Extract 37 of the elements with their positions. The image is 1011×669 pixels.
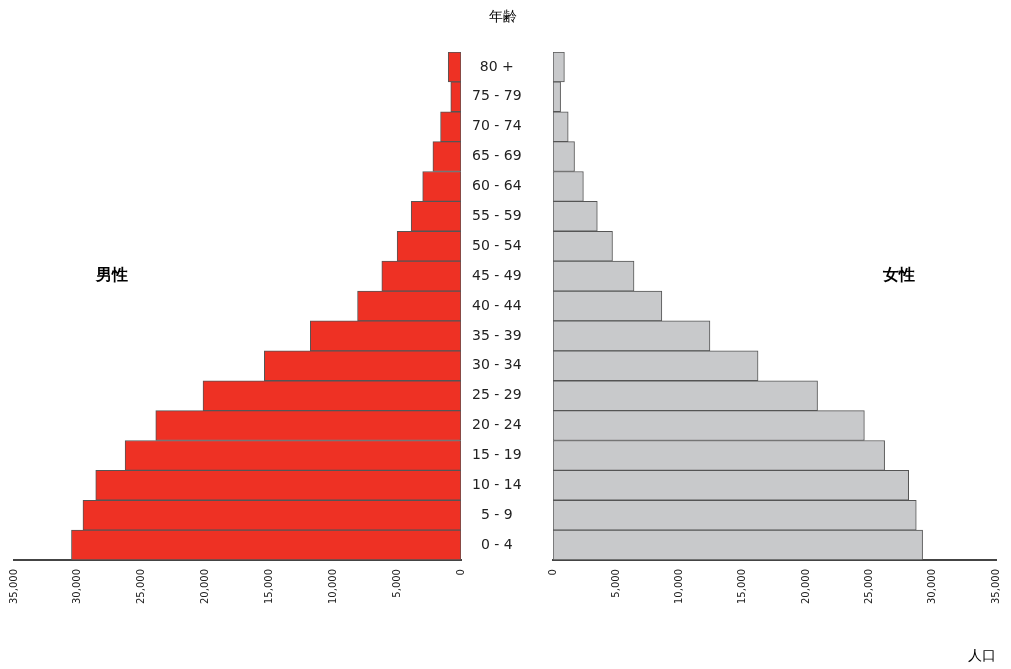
x-tick-label: 15,000 bbox=[263, 569, 275, 604]
text: 女性 bbox=[881, 264, 915, 284]
y-tick-label: 70 - 74 bbox=[471, 117, 522, 134]
y-tick-label: 15 - 19 bbox=[471, 446, 522, 463]
x-tick-label: 10,000 bbox=[326, 569, 338, 604]
x-tick-label: 5,000 bbox=[609, 569, 621, 598]
x-tick-label: 0 bbox=[546, 569, 558, 576]
y-axis-title: 年齢 bbox=[488, 8, 518, 26]
x-tick-label: 20,000 bbox=[799, 569, 811, 604]
x-axis-title: 人口 bbox=[968, 647, 996, 664]
y-tick-label: 5 - 9 bbox=[480, 505, 513, 522]
x-tick-label: 0 bbox=[454, 569, 466, 576]
x-tick-label: 35,000 bbox=[7, 569, 19, 604]
y-tick-label: 60 - 64 bbox=[471, 177, 522, 194]
x-tick-label: 30,000 bbox=[71, 569, 83, 604]
x-tick-label: 25,000 bbox=[863, 569, 875, 604]
y-tick-label: 55 - 59 bbox=[471, 206, 522, 223]
x-tick-label: 10,000 bbox=[673, 569, 685, 604]
y-tick-label: 65 - 69 bbox=[471, 147, 522, 164]
x-tick-label: 30,000 bbox=[926, 569, 938, 604]
y-tick-label: 10 - 14 bbox=[471, 475, 522, 492]
x-tick-label: 15,000 bbox=[736, 569, 748, 604]
x-tick-label: 25,000 bbox=[135, 569, 147, 604]
y-tick-label: 25 - 29 bbox=[471, 386, 522, 403]
x-tick-label: 20,000 bbox=[199, 569, 211, 604]
y-tick-label: 45 - 49 bbox=[471, 266, 522, 283]
y-tick-label: 50 - 54 bbox=[471, 236, 522, 253]
y-tick-label: 80 + bbox=[479, 57, 514, 74]
y-tick-label: 40 - 44 bbox=[471, 296, 522, 313]
x-tick-label: 35,000 bbox=[989, 569, 1001, 604]
y-tick-label: 35 - 39 bbox=[471, 326, 522, 343]
y-tick-label: 30 - 34 bbox=[471, 356, 522, 373]
y-tick-label: 0 - 4 bbox=[480, 535, 513, 552]
y-tick-label: 20 - 24 bbox=[471, 416, 522, 433]
text: 男性 bbox=[95, 264, 129, 284]
x-tick-label: 5,000 bbox=[390, 569, 402, 598]
y-tick-label: 75 - 79 bbox=[471, 87, 522, 104]
